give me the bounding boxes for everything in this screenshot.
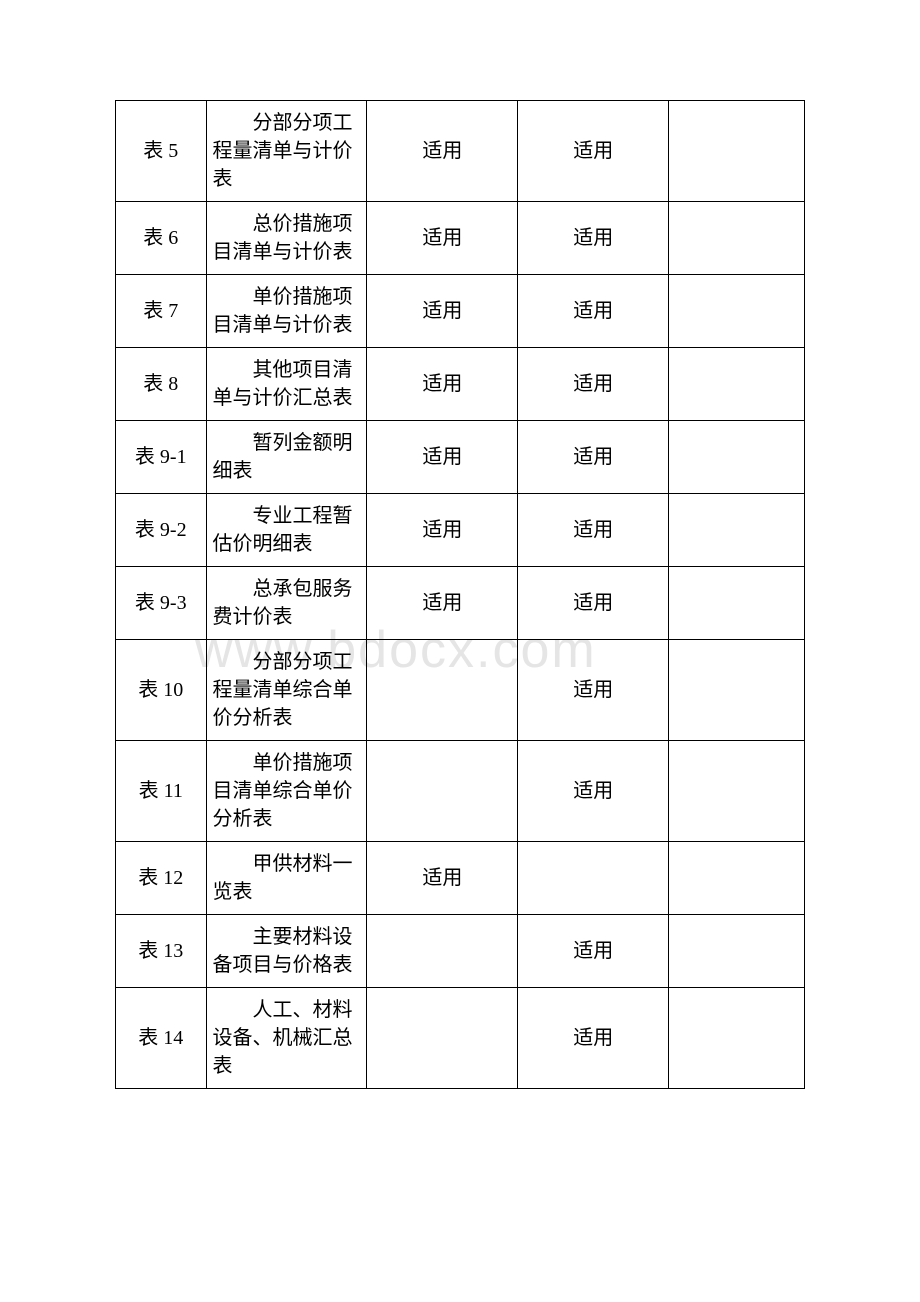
row-description: 主要材料设备项目与价格表 [206, 915, 367, 988]
table-row: 表 6 总价措施项目清单与计价表 适用 适用 [116, 202, 805, 275]
table-row: 表 8 其他项目清单与计价汇总表 适用 适用 [116, 348, 805, 421]
table-container: 表 5 分部分项工程量清单与计价表 适用 适用 表 6 总价措施项目清单与计价表… [115, 100, 805, 1089]
applicability-table: 表 5 分部分项工程量清单与计价表 适用 适用 表 6 总价措施项目清单与计价表… [115, 100, 805, 1089]
row-col4: 适用 [518, 741, 669, 842]
row-col4: 适用 [518, 640, 669, 741]
row-col3 [367, 915, 518, 988]
row-col4: 适用 [518, 101, 669, 202]
row-col5 [669, 202, 805, 275]
row-description: 人工、材料设备、机械汇总表 [206, 988, 367, 1089]
row-id: 表 9-3 [116, 567, 207, 640]
row-col3: 适用 [367, 275, 518, 348]
table-row: 表 9-2 专业工程暂估价明细表 适用 适用 [116, 494, 805, 567]
table-row: 表 7 单价措施项目清单与计价表 适用 适用 [116, 275, 805, 348]
row-id: 表 12 [116, 842, 207, 915]
row-col4: 适用 [518, 202, 669, 275]
row-description: 其他项目清单与计价汇总表 [206, 348, 367, 421]
row-col4: 适用 [518, 275, 669, 348]
row-id: 表 6 [116, 202, 207, 275]
row-id: 表 8 [116, 348, 207, 421]
table-body: 表 5 分部分项工程量清单与计价表 适用 适用 表 6 总价措施项目清单与计价表… [116, 101, 805, 1089]
row-col5 [669, 275, 805, 348]
row-col4: 适用 [518, 988, 669, 1089]
row-col3: 适用 [367, 842, 518, 915]
row-description: 分部分项工程量清单与计价表 [206, 101, 367, 202]
row-col3: 适用 [367, 348, 518, 421]
row-col5 [669, 741, 805, 842]
table-row: 表 9-3 总承包服务费计价表 适用 适用 [116, 567, 805, 640]
row-col3: 适用 [367, 101, 518, 202]
row-id: 表 9-2 [116, 494, 207, 567]
row-col4: 适用 [518, 348, 669, 421]
row-description: 单价措施项目清单综合单价分析表 [206, 741, 367, 842]
row-col5 [669, 915, 805, 988]
row-description: 甲供材料一览表 [206, 842, 367, 915]
row-description: 分部分项工程量清单综合单价分析表 [206, 640, 367, 741]
row-col4 [518, 842, 669, 915]
row-col5 [669, 842, 805, 915]
row-col5 [669, 640, 805, 741]
row-id: 表 5 [116, 101, 207, 202]
row-col4: 适用 [518, 494, 669, 567]
table-row: 表 12 甲供材料一览表 适用 [116, 842, 805, 915]
row-col3: 适用 [367, 494, 518, 567]
row-id: 表 13 [116, 915, 207, 988]
row-id: 表 14 [116, 988, 207, 1089]
row-col5 [669, 421, 805, 494]
row-col5 [669, 567, 805, 640]
row-col3: 适用 [367, 421, 518, 494]
table-row: 表 14 人工、材料设备、机械汇总表 适用 [116, 988, 805, 1089]
row-col3: 适用 [367, 567, 518, 640]
row-description: 暂列金额明细表 [206, 421, 367, 494]
table-row: 表 5 分部分项工程量清单与计价表 适用 适用 [116, 101, 805, 202]
row-col5 [669, 101, 805, 202]
table-row: 表 10 分部分项工程量清单综合单价分析表 适用 [116, 640, 805, 741]
row-col3: 适用 [367, 202, 518, 275]
row-description: 专业工程暂估价明细表 [206, 494, 367, 567]
row-description: 单价措施项目清单与计价表 [206, 275, 367, 348]
row-description: 总价措施项目清单与计价表 [206, 202, 367, 275]
row-col4: 适用 [518, 915, 669, 988]
row-col3 [367, 640, 518, 741]
row-col3 [367, 988, 518, 1089]
row-col5 [669, 494, 805, 567]
table-row: 表 11 单价措施项目清单综合单价分析表 适用 [116, 741, 805, 842]
table-row: 表 9-1 暂列金额明细表 适用 适用 [116, 421, 805, 494]
row-id: 表 9-1 [116, 421, 207, 494]
row-col3 [367, 741, 518, 842]
row-id: 表 10 [116, 640, 207, 741]
row-col5 [669, 988, 805, 1089]
row-col4: 适用 [518, 567, 669, 640]
row-id: 表 11 [116, 741, 207, 842]
row-col4: 适用 [518, 421, 669, 494]
row-col5 [669, 348, 805, 421]
table-row: 表 13 主要材料设备项目与价格表 适用 [116, 915, 805, 988]
row-id: 表 7 [116, 275, 207, 348]
row-description: 总承包服务费计价表 [206, 567, 367, 640]
